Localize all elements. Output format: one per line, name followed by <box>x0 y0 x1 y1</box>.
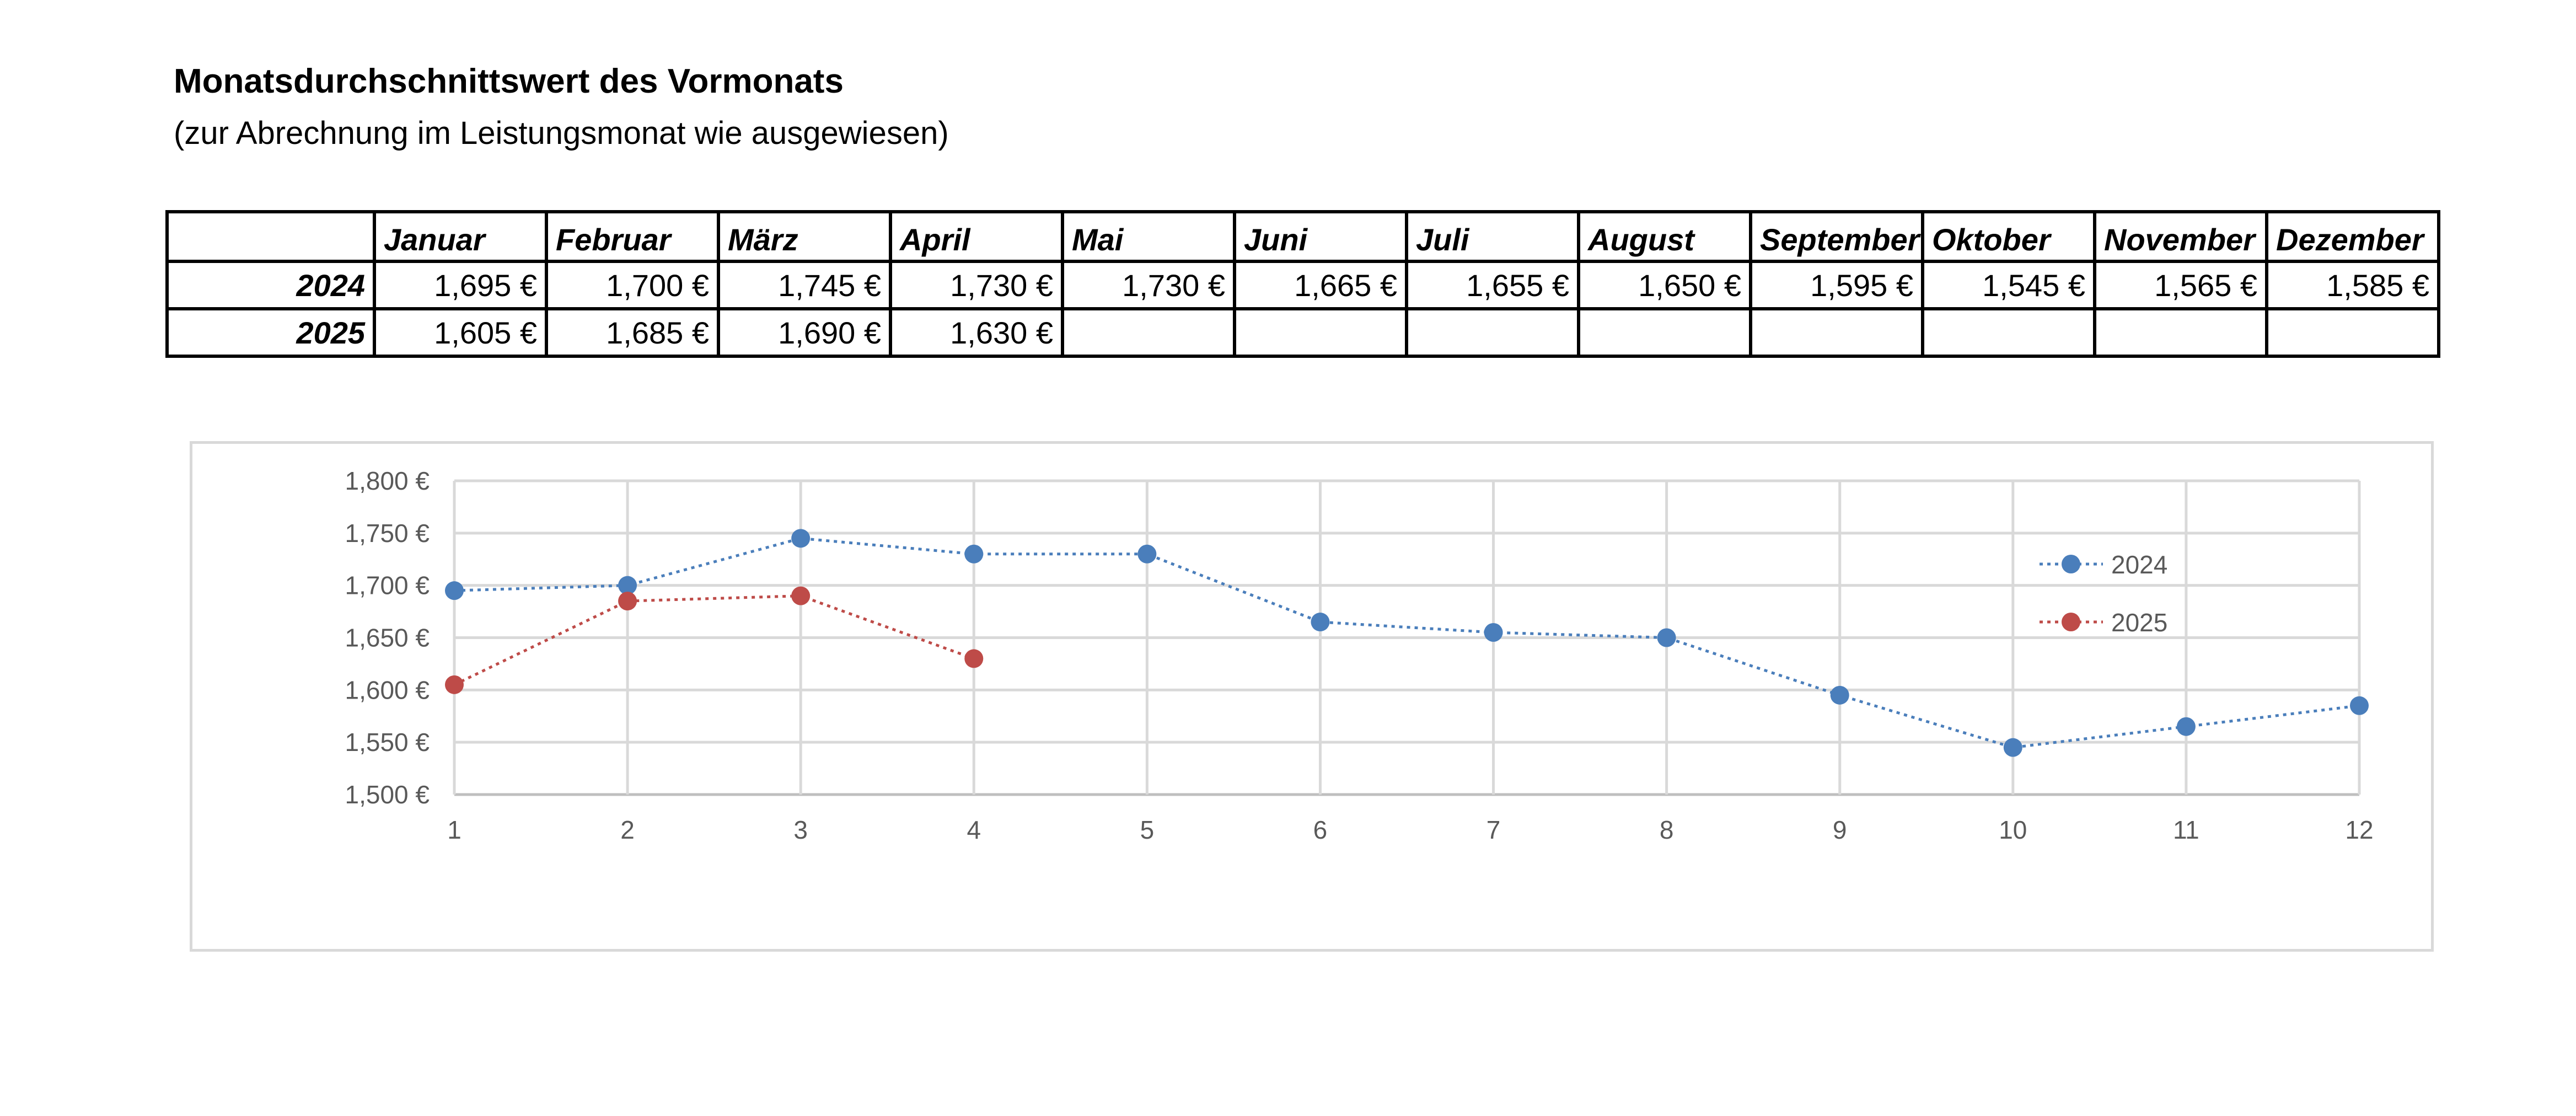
value-cell <box>1749 307 1924 358</box>
x-tick-label: 4 <box>967 815 981 844</box>
y-tick-label: 1,700 € <box>345 571 430 600</box>
legend-marker-2024 <box>2062 555 2080 573</box>
value-cell: 1,630 € <box>889 307 1064 358</box>
x-tick-label: 3 <box>793 815 808 844</box>
month-header: Januar <box>373 210 548 263</box>
value-cell: 1,655 € <box>1405 260 1580 310</box>
value-cell <box>1405 307 1580 358</box>
line-chart: 1,500 € 1,550 € 1,600 € 1,650 € 1,700 € 1,750… <box>345 466 2374 844</box>
value-cell: 1,730 € <box>1061 260 1236 310</box>
month-header: April <box>889 210 1064 263</box>
year-cell: 2025 <box>165 307 376 358</box>
value-cell: 1,665 € <box>1233 260 1408 310</box>
value-cell: 1,595 € <box>1749 260 1924 310</box>
month-header: Dezember <box>2265 210 2440 263</box>
value-cell <box>1921 307 2096 358</box>
legend-label: 2025 <box>2111 608 2167 637</box>
value-cell: 1,545 € <box>1921 260 2096 310</box>
x-tick-label: 11 <box>2173 815 2199 844</box>
month-header: September <box>1749 210 1924 263</box>
month-header: November <box>2093 210 2268 263</box>
y-tick-label: 1,550 € <box>345 728 430 756</box>
table-header-row: Januar Februar März April Mai Juni Juli … <box>165 210 2440 263</box>
month-header: März <box>717 210 892 263</box>
value-cell: 1,730 € <box>889 260 1064 310</box>
data-point-2024 <box>1137 544 1157 564</box>
x-tick-label: 1 <box>447 815 461 844</box>
table-corner-cell <box>165 210 376 263</box>
value-cell: 1,695 € <box>373 260 548 310</box>
x-tick-label: 7 <box>1486 815 1501 844</box>
page-title: Monatsdurchschnittswert des Vormonats <box>174 62 844 100</box>
y-tick-label: 1,650 € <box>345 624 430 652</box>
value-cell <box>1577 307 1752 358</box>
y-tick-label: 1,500 € <box>345 780 430 809</box>
data-point-2024 <box>1311 613 1330 632</box>
month-header: Februar <box>545 210 720 263</box>
y-tick-label: 1,800 € <box>345 466 430 495</box>
x-tick-label: 8 <box>1660 815 1674 844</box>
value-cell: 1,585 € <box>2265 260 2440 310</box>
x-tick-label: 2 <box>620 815 635 844</box>
x-tick-label: 10 <box>1999 815 2027 844</box>
chart-area: 1,500 € 1,550 € 1,600 € 1,650 € 1,700 € 1,750… <box>190 441 2434 952</box>
month-header: August <box>1577 210 1752 263</box>
y-tick-label: 1,600 € <box>345 675 430 704</box>
data-point-2024 <box>618 576 637 595</box>
legend-label: 2024 <box>2111 550 2167 579</box>
data-point-2025 <box>445 675 464 694</box>
value-cell: 1,605 € <box>373 307 548 358</box>
value-cell: 1,685 € <box>545 307 720 358</box>
data-point-2025 <box>791 586 811 605</box>
value-cell <box>1061 307 1236 358</box>
data-point-2024 <box>2003 738 2022 757</box>
table-row: 2024 1,695 € 1,700 € 1,745 € 1,730 € 1,7… <box>165 260 2440 310</box>
page-subtitle: (zur Abrechnung im Leistungsmonat wie au… <box>174 115 949 151</box>
legend-marker-2025 <box>2062 613 2080 631</box>
value-cell: 1,565 € <box>2093 260 2268 310</box>
value-cell: 1,690 € <box>717 307 892 358</box>
month-header: Juni <box>1233 210 1408 263</box>
data-point-2024 <box>1830 685 1849 705</box>
x-tick-label: 12 <box>2345 815 2373 844</box>
series-line-2025 <box>453 594 975 686</box>
value-cell <box>2265 307 2440 358</box>
data-point-2024 <box>964 544 984 564</box>
data-point-2024 <box>445 581 464 600</box>
data-point-2024 <box>791 529 811 548</box>
value-cell <box>1233 307 1408 358</box>
value-cell: 1,700 € <box>545 260 720 310</box>
data-point-2025 <box>618 592 637 611</box>
month-header: Oktober <box>1921 210 2096 263</box>
value-cell: 1,650 € <box>1577 260 1752 310</box>
data-point-2024 <box>2176 717 2196 736</box>
table-row: 2025 1,605 € 1,685 € 1,690 € 1,630 € <box>165 307 2440 358</box>
month-header: Mai <box>1061 210 1236 263</box>
x-tick-label: 6 <box>1313 815 1328 844</box>
data-point-2024 <box>2350 696 2369 715</box>
data-point-2024 <box>1484 623 1503 642</box>
x-tick-label: 9 <box>1833 815 1847 844</box>
price-table: Januar Februar März April Mai Juni Juli … <box>165 210 2440 358</box>
data-point-2025 <box>964 649 984 668</box>
value-cell <box>2093 307 2268 358</box>
x-tick-label: 5 <box>1140 815 1155 844</box>
data-point-2024 <box>1657 628 1676 647</box>
y-tick-label: 1,750 € <box>345 519 430 548</box>
year-cell: 2024 <box>165 260 376 310</box>
month-header: Juli <box>1405 210 1580 263</box>
value-cell: 1,745 € <box>717 260 892 310</box>
